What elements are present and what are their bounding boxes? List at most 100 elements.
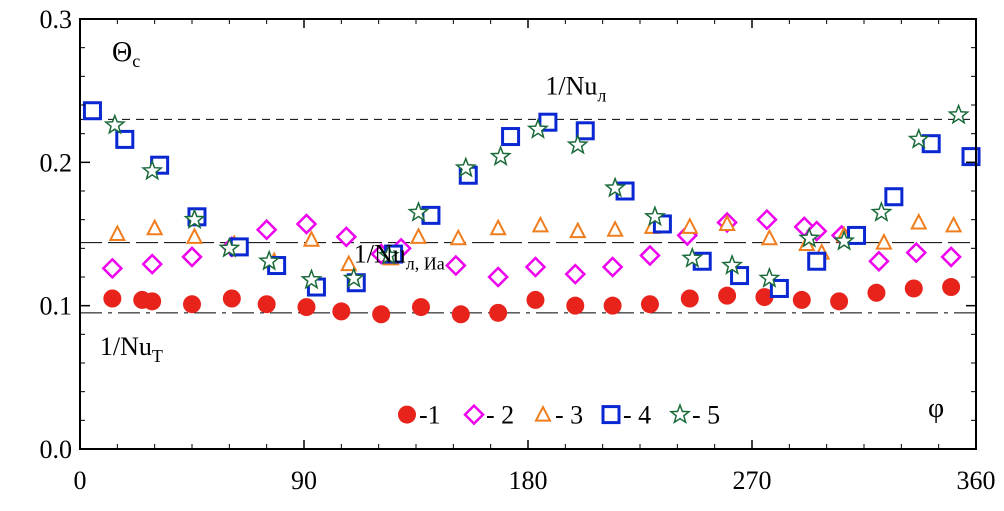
- legend-label: - 3: [555, 401, 583, 430]
- data-point-series-1: [222, 289, 241, 308]
- y-axis-label: Θc: [112, 37, 140, 71]
- data-point-series-2: [639, 244, 661, 267]
- data-point-series-1: [143, 292, 162, 311]
- data-point-series-1: [372, 305, 391, 324]
- x-tick-label: 0: [74, 466, 87, 495]
- reference-line-label-sub: T: [152, 346, 163, 366]
- legend-label: - 5: [692, 401, 720, 430]
- reference-line-label-sub: л, Иа: [406, 254, 445, 274]
- data-point-series-5: [721, 253, 744, 275]
- data-point-series-2: [601, 256, 624, 278]
- y-tick-label: 0.1: [40, 292, 73, 321]
- legend-marker-4: [601, 405, 621, 425]
- data-point-series-3: [875, 232, 893, 250]
- data-point-series-1: [640, 295, 659, 314]
- data-point-series-5: [526, 117, 550, 139]
- reference-line-label: 1/Nuл: [545, 71, 606, 105]
- data-point-series-1: [257, 295, 276, 314]
- data-point-series-2: [101, 257, 124, 280]
- x-tick-label: 360: [957, 466, 996, 495]
- data-point-series-1: [183, 295, 201, 314]
- legend-marker-1: [398, 405, 416, 424]
- data-point-series-5: [907, 127, 930, 149]
- reference-line-label-main: 1/Nu: [545, 71, 597, 100]
- data-point-series-5: [643, 205, 667, 227]
- data-point-series-5: [218, 236, 241, 258]
- legend-marker-2: [463, 403, 485, 426]
- data-point-series-5: [454, 156, 477, 178]
- data-point-series-1: [451, 305, 470, 324]
- data-point-series-1: [297, 298, 316, 317]
- data-point-series-5: [833, 229, 856, 251]
- data-point-series-4: [501, 127, 521, 147]
- data-point-series-1: [332, 302, 351, 321]
- data-point-series-3: [409, 227, 428, 244]
- y-tick-label: 0.2: [40, 148, 73, 177]
- data-point-series-2: [335, 226, 358, 248]
- y-tick-label: 0.3: [40, 5, 73, 34]
- data-point-series-1: [603, 296, 622, 315]
- data-point-series-2: [295, 213, 318, 235]
- data-point-series-4: [769, 278, 789, 298]
- legend-marker-5: [668, 402, 692, 425]
- data-point-series-1: [755, 288, 774, 307]
- data-point-series-3: [108, 224, 126, 241]
- y-tick-label: 0.0: [40, 435, 73, 464]
- data-point-series-2: [905, 241, 928, 264]
- series-layer: [82, 101, 981, 324]
- data-point-series-3: [531, 215, 550, 233]
- data-point-series-1: [718, 286, 737, 305]
- reference-line-label-main: 1/Nu: [354, 240, 406, 269]
- legend: -1 - 2 - 3 - 4 - 5: [398, 401, 720, 430]
- data-point-series-5: [566, 133, 589, 155]
- data-point-series-3: [569, 221, 587, 239]
- data-point-series-5: [377, 243, 400, 265]
- data-point-series-5: [870, 200, 893, 222]
- x-tick-label: 270: [733, 466, 772, 495]
- data-point-series-5: [798, 226, 821, 248]
- data-point-series-1: [411, 298, 430, 317]
- x-axis-label: φ: [928, 393, 944, 424]
- data-point-series-4: [115, 129, 135, 149]
- data-point-series-5: [604, 176, 627, 198]
- legend-marker-3: [534, 404, 552, 422]
- series-5: [103, 103, 970, 290]
- data-point-series-3: [910, 212, 928, 230]
- data-point-series-5: [300, 268, 323, 290]
- data-point-series-1: [830, 292, 849, 311]
- reference-line-label: 1/Nuл, Иа: [354, 240, 445, 274]
- legend-label: - 2: [486, 401, 514, 430]
- series-1: [103, 278, 961, 324]
- data-point-series-2: [181, 246, 203, 268]
- data-point-series-3: [760, 228, 779, 246]
- data-point-series-4: [847, 225, 867, 245]
- data-point-series-5: [183, 208, 206, 230]
- data-point-series-1: [680, 289, 699, 308]
- data-point-series-3: [944, 215, 963, 233]
- data-point-series-1: [904, 279, 923, 298]
- data-point-series-3: [681, 217, 699, 234]
- legend-label: -1: [419, 401, 441, 430]
- y-axis-label-sub: c: [132, 51, 140, 71]
- data-point-series-1: [566, 296, 585, 315]
- data-point-series-5: [489, 144, 512, 167]
- x-tick-label: 180: [509, 466, 548, 495]
- data-point-series-2: [868, 250, 890, 273]
- data-point-series-3: [606, 220, 624, 237]
- data-point-series-5: [947, 103, 970, 125]
- data-point-series-1: [867, 283, 886, 302]
- data-point-series-1: [103, 289, 122, 308]
- data-point-series-4: [82, 101, 102, 121]
- data-point-series-3: [302, 230, 321, 247]
- data-point-series-5: [407, 200, 430, 222]
- data-point-series-3: [489, 218, 507, 236]
- data-point-series-2: [756, 208, 778, 231]
- legend-label: - 4: [623, 401, 651, 430]
- axes: 0 90 180 270 360 0.0 0.1 0.2 0.3: [40, 5, 996, 495]
- data-point-series-5: [103, 113, 126, 135]
- reference-line-label: 1/NuT: [100, 332, 163, 366]
- reference-line-label-sub: л: [597, 85, 606, 105]
- data-point-series-2: [524, 256, 547, 278]
- reference-lines: [80, 118, 976, 314]
- data-point-series-5: [758, 266, 781, 288]
